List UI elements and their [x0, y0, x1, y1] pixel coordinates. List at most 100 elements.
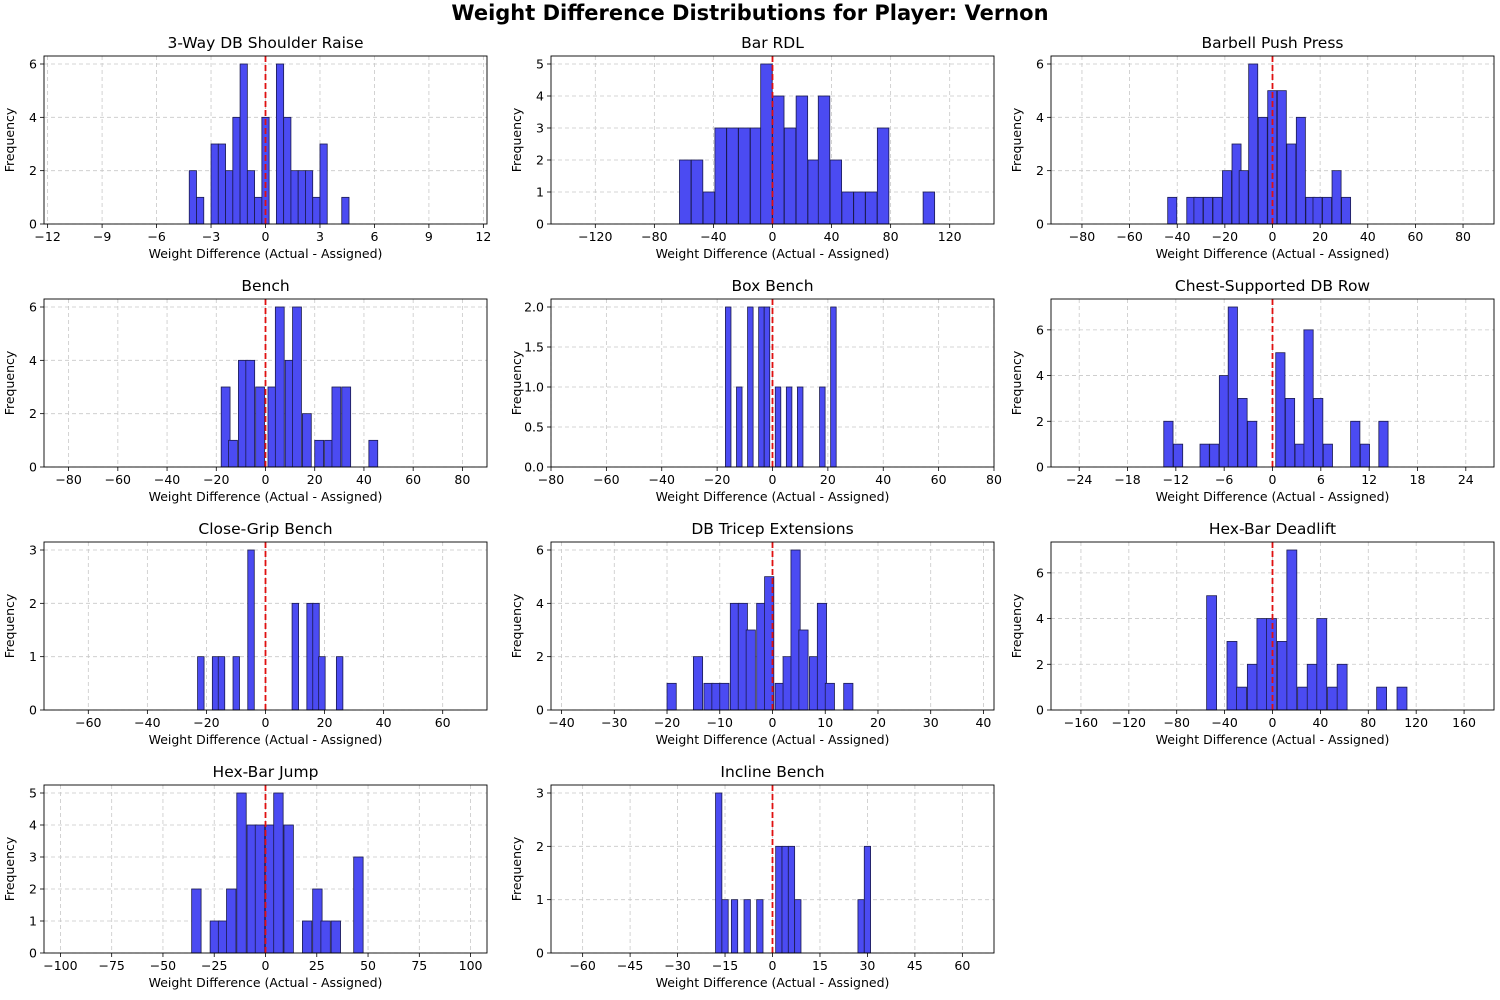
x-tick-label: 30 [923, 715, 939, 730]
histogram-bar [817, 95, 831, 225]
histogram-bar [1350, 420, 1361, 468]
histogram-bar [232, 116, 241, 225]
y-tick-label: 3 [536, 121, 544, 136]
histogram-bar [1322, 196, 1332, 225]
histogram-bar [245, 359, 256, 468]
x-tick-label: 40 [875, 472, 891, 487]
x-tick-label: −25 [201, 958, 227, 973]
y-tick-label: 2 [29, 882, 37, 897]
x-tick-label: 20 [870, 715, 886, 730]
histogram-bar [1313, 398, 1324, 468]
histogram-bar [795, 95, 809, 225]
subplot-title: Hex-Bar Deadlift [1209, 520, 1336, 538]
histogram-bar [302, 413, 312, 468]
y-tick-label: 0 [29, 460, 37, 475]
histogram-bar [783, 127, 797, 225]
histogram-bar [787, 845, 796, 954]
histogram-bar [254, 824, 266, 954]
x-tick-label: −20 [193, 715, 219, 730]
histogram-bar [318, 656, 326, 711]
histogram-bar [807, 159, 820, 225]
subplot-title: Box Bench [731, 277, 813, 295]
x-tick-label: 20 [317, 715, 333, 730]
y-tick-label: 3 [29, 850, 37, 865]
histogram-bar [236, 792, 247, 954]
y-tick-label: 4 [29, 818, 37, 833]
y-tick-label: 6 [1036, 565, 1044, 580]
histogram-bar [1203, 196, 1213, 225]
histogram-bar [191, 888, 202, 954]
x-tick-label: 60 [954, 958, 970, 973]
y-tick-label: 1 [536, 185, 544, 200]
histogram-bar [798, 629, 809, 711]
histogram-bar [1286, 549, 1298, 711]
y-tick-label: 2.0 [524, 300, 544, 315]
x-axis-label: Weight Difference (Actual - Assigned) [1156, 732, 1390, 747]
x-tick-label: 3 [316, 229, 324, 244]
x-tick-label: −30 [601, 715, 627, 730]
histogram-bar [830, 306, 837, 468]
x-tick-label: −40 [1164, 229, 1190, 244]
subplot-title: Hex-Bar Jump [213, 763, 319, 781]
y-tick-label: 0 [29, 946, 37, 961]
histogram-bar [794, 899, 802, 954]
histogram-bar [1257, 116, 1268, 225]
x-tick-label: 80 [986, 472, 1002, 487]
y-tick-label: 2 [29, 596, 37, 611]
subplot-4: −80 −60 −40 −20 0 20 40 60 80 0 2 4 6 Bench Weight Dif… [2, 277, 488, 504]
histogram-bar [1199, 443, 1210, 468]
y-axis-label: Frequency [1009, 350, 1024, 415]
histogram-bar [255, 386, 265, 468]
x-tick-label: 0 [262, 472, 270, 487]
x-tick-label: 0 [769, 229, 777, 244]
x-tick-label: −60 [569, 958, 595, 973]
x-tick-label: 80 [883, 229, 899, 244]
x-tick-label: 0 [1269, 715, 1277, 730]
histogram-bar [736, 386, 743, 468]
x-tick-label: 120 [1404, 715, 1428, 730]
histogram-bar [353, 856, 364, 954]
y-tick-label: 0 [536, 217, 544, 232]
histogram-bar [714, 127, 727, 225]
x-tick-label: 80 [1360, 715, 1376, 730]
histogram-bar [772, 95, 785, 225]
histogram-bar [232, 656, 240, 711]
histogram-bar [824, 682, 835, 711]
histogram-bar [274, 306, 285, 468]
y-axis-label: Frequency [2, 836, 17, 901]
y-tick-label: 2 [29, 163, 37, 178]
y-tick-label: 2 [29, 406, 37, 421]
histogram-bar [756, 899, 764, 954]
y-tick-label: 0 [1036, 217, 1044, 232]
histogram-bar [819, 386, 826, 468]
x-tick-label: −60 [105, 472, 131, 487]
histogram-bar [247, 549, 255, 711]
histogram-bar [1306, 663, 1318, 711]
x-tick-label: −60 [1116, 229, 1142, 244]
x-tick-label: −60 [593, 472, 619, 487]
x-tick-label: 75 [411, 958, 427, 973]
histogram-bar [719, 682, 730, 711]
histogram-bar [1312, 196, 1323, 225]
histogram-bar [721, 899, 729, 954]
histogram-bar [225, 170, 234, 225]
histogram-bar [726, 127, 739, 225]
x-axis-label: Weight Difference (Actual - Assigned) [1156, 489, 1390, 504]
histogram-bar [1206, 595, 1217, 711]
histogram-bar [1276, 90, 1287, 225]
figure-title: Weight Difference Distributions for Play… [451, 1, 1049, 25]
histogram-bar [774, 386, 782, 468]
subplot-title: 3-Way DB Shoulder Raise [167, 34, 363, 52]
subplot-title: Incline Bench [720, 763, 824, 781]
histogram-bar [330, 920, 341, 954]
x-tick-label: −80 [641, 229, 667, 244]
x-tick-label: −40 [700, 229, 726, 244]
x-tick-label: 40 [356, 472, 372, 487]
y-axis-label: Frequency [2, 593, 17, 658]
histogram-bar [1327, 686, 1338, 711]
x-tick-label: −120 [578, 229, 612, 244]
x-tick-label: −24 [1066, 472, 1092, 487]
y-axis-label: Frequency [509, 350, 524, 415]
histogram-bar [1276, 641, 1288, 711]
histogram-bar [666, 682, 677, 711]
